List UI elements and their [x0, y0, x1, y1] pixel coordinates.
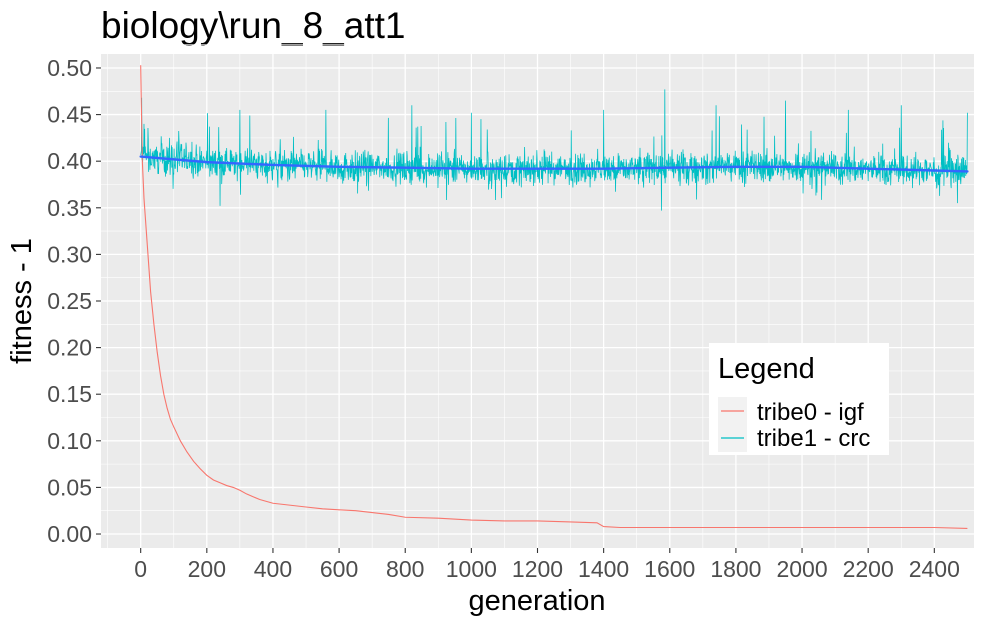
x-tick-label: 600: [320, 556, 358, 582]
x-tick-label: 400: [254, 556, 292, 582]
x-tick-label: 0: [134, 556, 147, 582]
y-tick-label: 0.00: [47, 521, 92, 547]
y-axis-ticks: 0.00 0.05 0.10 0.15 0.20 0.25 0.30 0.35 0.40 0.45…: [47, 55, 101, 547]
x-tick-label: 2400: [909, 556, 960, 582]
x-tick-label: 200: [188, 556, 226, 582]
y-tick-label: 0.15: [47, 381, 92, 407]
y-axis-title: fitness - 1: [6, 238, 38, 364]
x-axis-title: generation: [468, 585, 605, 617]
x-tick-label: 1600: [644, 556, 695, 582]
y-tick-label: 0.35: [47, 195, 92, 221]
y-tick-label: 0.30: [47, 241, 92, 267]
y-tick-label: 0.10: [47, 428, 92, 454]
y-tick-label: 0.45: [47, 102, 92, 128]
x-tick-label: 2200: [843, 556, 894, 582]
chart-title: biology\run_8_att1: [101, 5, 405, 46]
x-tick-label: 2000: [776, 556, 827, 582]
y-tick-label: 0.20: [47, 335, 92, 361]
series-trend-line: [139, 155, 969, 173]
x-tick-label: 800: [386, 556, 424, 582]
legend-key-tribe1: [718, 426, 747, 452]
x-axis-ticks: 0 200 400 600 800 1000 1200 1400 1600 1800 2000 220…: [134, 548, 960, 582]
x-tick-label: 1400: [578, 556, 629, 582]
y-tick-label: 0.40: [47, 148, 92, 174]
series-layer: [139, 65, 969, 529]
legend-label-tribe1: tribe1 - crc: [757, 425, 870, 452]
x-tick-label: 1800: [710, 556, 761, 582]
legend-label-tribe0: tribe0 - igf: [757, 399, 864, 426]
x-tick-label: 1000: [446, 556, 497, 582]
legend-title: Legend: [718, 353, 815, 385]
series-line-tribe0-igf: [140, 65, 968, 529]
x-tick-label: 1200: [512, 556, 563, 582]
legend: Legend tribe0 - igf tribe1 - crc: [709, 343, 889, 455]
y-tick-label: 0.50: [47, 55, 92, 81]
y-tick-label: 0.25: [47, 288, 92, 314]
y-tick-label: 0.05: [47, 474, 92, 500]
